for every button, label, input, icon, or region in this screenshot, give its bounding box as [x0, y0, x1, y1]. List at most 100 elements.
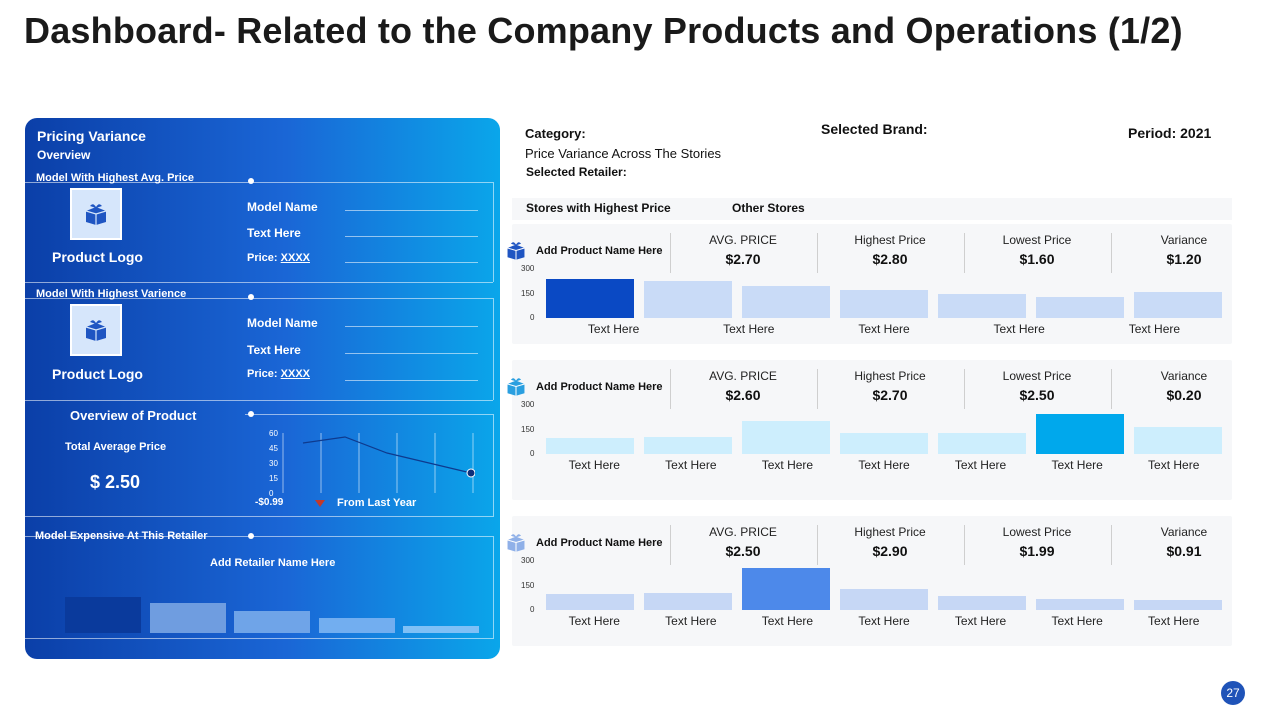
divider	[25, 638, 493, 639]
input-line	[345, 353, 478, 354]
chart-bar	[644, 592, 732, 610]
pricing-variance-panel: Pricing Variance Overview Model With Hig…	[25, 118, 500, 659]
metric-value: $0.20	[1166, 387, 1202, 403]
bar-label: Text Here	[568, 614, 620, 628]
metric-separator	[817, 233, 818, 273]
bar-label: Text Here	[858, 458, 910, 472]
panel-subheading: Overview	[37, 148, 91, 162]
input-line	[345, 236, 478, 237]
metric-value: $2.70	[872, 387, 908, 403]
bar-label: Text Here	[587, 322, 640, 336]
divider	[25, 182, 493, 183]
bar-label: Text Here	[954, 458, 1007, 472]
bar-label: Text Here	[665, 458, 717, 472]
metric-separator	[964, 369, 965, 409]
chart-bar	[938, 293, 1026, 318]
metric-separator	[964, 233, 965, 273]
down-arrow-icon	[315, 500, 325, 507]
chart-bar	[546, 437, 634, 454]
highest-var-label: Model With Highest Varience	[36, 288, 187, 300]
metric-separator	[1111, 233, 1112, 273]
metric-label: Lowest Price	[1002, 369, 1072, 383]
axis-tick: 0	[530, 449, 535, 458]
section-dot	[248, 294, 254, 300]
chart-bar	[644, 281, 732, 318]
bar-label: Text Here	[858, 322, 910, 336]
metric-label: Variance	[1160, 525, 1208, 539]
chart-bar	[938, 596, 1026, 610]
retailer-bar	[318, 617, 395, 633]
chart-bar	[644, 436, 732, 454]
chart-bar	[742, 420, 830, 454]
divider	[25, 282, 493, 283]
box-icon	[505, 377, 527, 401]
bar-label: Text Here	[761, 614, 814, 628]
metric-separator	[1111, 369, 1112, 409]
metric-value: $0.91	[1166, 543, 1202, 559]
stores-header-bar	[512, 198, 1232, 220]
metric-label: Variance	[1160, 233, 1208, 247]
brand-label: Selected Brand:	[821, 121, 928, 137]
page-title: Dashboard- Related to the Company Produc…	[24, 10, 1183, 51]
overview-line-chart: 60 45 30 15 0	[269, 429, 475, 498]
axis-tick: 0	[530, 313, 535, 322]
chart-bar	[840, 290, 928, 318]
end-point	[466, 468, 475, 478]
metric-label: AVG. PRICE	[709, 369, 777, 383]
period-label: Period: 2021	[1128, 125, 1212, 141]
bar-label: Text Here	[665, 614, 717, 628]
other-stores-label: Other Stores	[732, 201, 805, 215]
bar-label: Text Here	[858, 614, 910, 628]
bar-label: Text Here	[1051, 458, 1103, 472]
retailer-bar	[65, 597, 141, 633]
retailer-select-label: Selected Retailer:	[526, 165, 627, 179]
axis-tick: 60	[269, 429, 278, 438]
axis-tick: 150	[521, 288, 535, 298]
bar-label: Text Here	[568, 458, 620, 472]
metric-label: AVG. PRICE	[709, 525, 777, 539]
input-line	[345, 210, 478, 211]
divider	[25, 400, 493, 401]
metric-value: $2.50	[725, 543, 761, 559]
bar-label: Text Here	[761, 458, 814, 472]
divider	[25, 516, 493, 517]
metric-separator	[670, 525, 671, 565]
metric-label: Highest Price	[854, 369, 926, 383]
metric-value: $2.70	[725, 251, 761, 267]
delta-value: -$0.99	[255, 497, 284, 508]
chart-bar	[546, 278, 634, 318]
box-icon	[75, 309, 117, 351]
price-value: XXXX	[280, 368, 310, 380]
retailer-bar	[149, 603, 226, 633]
from-last-year: From Last Year	[337, 497, 417, 509]
metric-separator	[670, 233, 671, 273]
metric-label: AVG. PRICE	[709, 233, 777, 247]
axis-tick: 150	[521, 424, 535, 434]
product-logo-box	[70, 188, 122, 240]
retailer-bar	[403, 625, 479, 633]
bar-label: Text Here	[1128, 322, 1181, 336]
chart-bar	[1036, 598, 1124, 610]
chart-bar	[938, 432, 1026, 454]
product-name: Add Product Name Here	[536, 381, 663, 393]
bar-label: Text Here	[993, 322, 1045, 336]
divider	[493, 536, 494, 639]
product-logo-text: Product Logo	[52, 249, 143, 265]
retailer-name: Add Retailer Name Here	[210, 557, 336, 569]
bar-label: Text Here	[1148, 458, 1200, 472]
metric-label: Highest Price	[854, 525, 926, 539]
overview-heading: Overview of Product	[70, 408, 197, 423]
category-label: Category:	[525, 126, 586, 141]
price-value: XXXX	[280, 252, 310, 264]
retailer-bar	[234, 610, 310, 633]
axis-tick: 150	[521, 580, 535, 590]
chart-bar	[840, 588, 928, 610]
divider	[493, 298, 494, 400]
chart-bar	[1134, 600, 1222, 610]
series-line	[302, 436, 472, 474]
metric-separator	[817, 369, 818, 409]
divider	[493, 182, 494, 282]
product-section	[512, 516, 1232, 646]
metric-value: $2.90	[872, 543, 908, 559]
axis-tick: 300	[521, 556, 535, 565]
